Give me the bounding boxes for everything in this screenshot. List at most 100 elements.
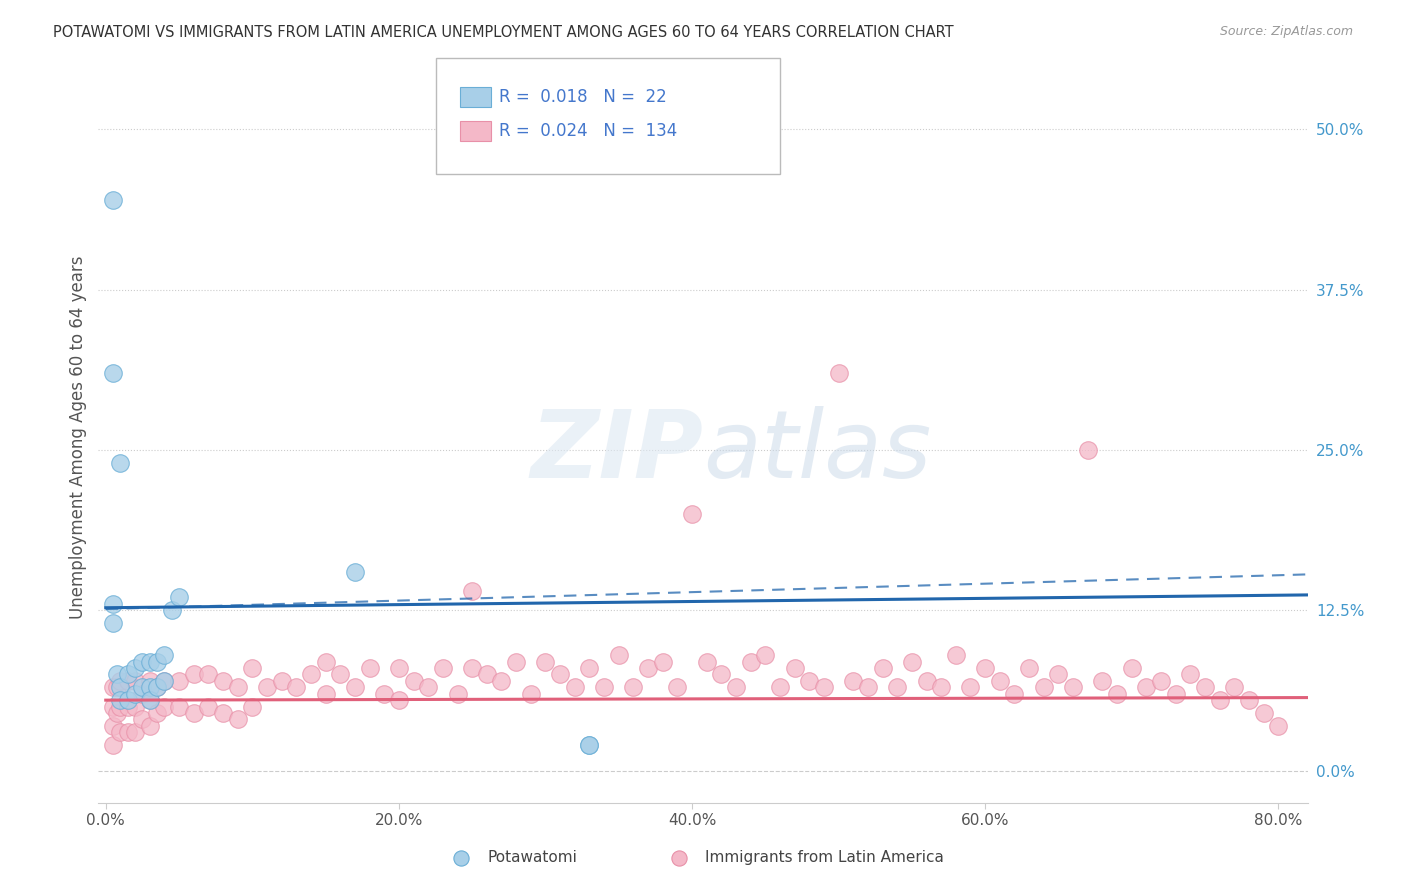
Point: [959, 681, 981, 695]
Point: [285, 681, 308, 695]
Point: [1237, 693, 1260, 707]
Point: [183, 667, 205, 681]
Point: [131, 712, 153, 726]
Point: [446, 687, 468, 701]
Point: [1018, 661, 1040, 675]
Point: [1077, 442, 1099, 457]
Point: [197, 667, 219, 681]
Point: [578, 738, 600, 752]
Point: [138, 693, 160, 707]
Point: [461, 584, 484, 599]
Point: [534, 655, 557, 669]
Point: [124, 687, 146, 701]
Point: [461, 661, 484, 675]
Point: [783, 661, 806, 675]
Point: [1208, 693, 1230, 707]
Point: [724, 681, 747, 695]
Point: [101, 616, 124, 631]
Point: [915, 673, 938, 688]
Point: [607, 648, 630, 663]
Point: [402, 673, 425, 688]
Point: [138, 673, 160, 688]
Point: [124, 661, 146, 675]
Point: [256, 681, 278, 695]
Text: POTAWATOMI VS IMMIGRANTS FROM LATIN AMERICA UNEMPLOYMENT AMONG AGES 60 TO 64 YEA: POTAWATOMI VS IMMIGRANTS FROM LATIN AMER…: [53, 25, 955, 40]
Point: [1164, 687, 1187, 701]
Point: [117, 699, 139, 714]
Point: [212, 673, 235, 688]
Point: [564, 681, 586, 695]
Point: [101, 681, 124, 695]
Point: [799, 860, 821, 874]
Point: [710, 667, 733, 681]
Point: [505, 655, 527, 669]
Point: [475, 667, 498, 681]
Point: [827, 366, 849, 380]
Point: [101, 193, 124, 207]
Point: [110, 725, 132, 739]
Point: [117, 673, 139, 688]
Point: [107, 667, 129, 681]
Point: [226, 712, 249, 726]
Point: [146, 655, 169, 669]
Point: [117, 693, 139, 707]
Point: [315, 687, 337, 701]
Point: [1253, 706, 1275, 720]
Point: [388, 661, 411, 675]
Point: [373, 687, 395, 701]
Point: [101, 738, 124, 752]
Point: [138, 719, 160, 733]
Point: [974, 661, 997, 675]
Point: [124, 725, 146, 739]
Point: [578, 661, 600, 675]
Point: [945, 648, 967, 663]
Point: [153, 699, 176, 714]
Point: [813, 681, 835, 695]
Point: [146, 681, 169, 695]
Point: [1150, 673, 1173, 688]
Point: [110, 673, 132, 688]
Point: [754, 648, 776, 663]
Point: [359, 661, 381, 675]
Point: [153, 673, 176, 688]
Point: [146, 681, 169, 695]
Point: [1105, 687, 1128, 701]
Point: [578, 738, 600, 752]
Text: Potawatomi: Potawatomi: [488, 850, 578, 865]
Point: [183, 706, 205, 720]
Text: Immigrants from Latin America: Immigrants from Latin America: [706, 850, 945, 865]
Point: [131, 681, 153, 695]
Point: [138, 655, 160, 669]
Text: atlas: atlas: [703, 406, 931, 497]
Text: ZIP: ZIP: [530, 406, 703, 498]
Point: [117, 725, 139, 739]
Point: [520, 687, 543, 701]
Point: [1032, 681, 1054, 695]
Point: [110, 681, 132, 695]
Point: [1267, 719, 1289, 733]
Point: [110, 699, 132, 714]
Point: [138, 681, 160, 695]
Point: [117, 667, 139, 681]
Point: [388, 693, 411, 707]
Point: [343, 681, 366, 695]
Point: [101, 597, 124, 611]
Point: [593, 681, 616, 695]
Point: [107, 681, 129, 695]
Point: [131, 687, 153, 701]
Point: [1047, 667, 1070, 681]
Point: [153, 648, 176, 663]
Point: [1223, 681, 1246, 695]
Point: [315, 655, 337, 669]
Point: [621, 681, 644, 695]
Point: [124, 699, 146, 714]
Point: [124, 673, 146, 688]
Point: [110, 693, 132, 707]
Point: [432, 661, 454, 675]
Point: [1062, 681, 1084, 695]
Point: [988, 673, 1011, 688]
Point: [138, 693, 160, 707]
Point: [418, 681, 440, 695]
Point: [929, 681, 952, 695]
Point: [131, 655, 153, 669]
